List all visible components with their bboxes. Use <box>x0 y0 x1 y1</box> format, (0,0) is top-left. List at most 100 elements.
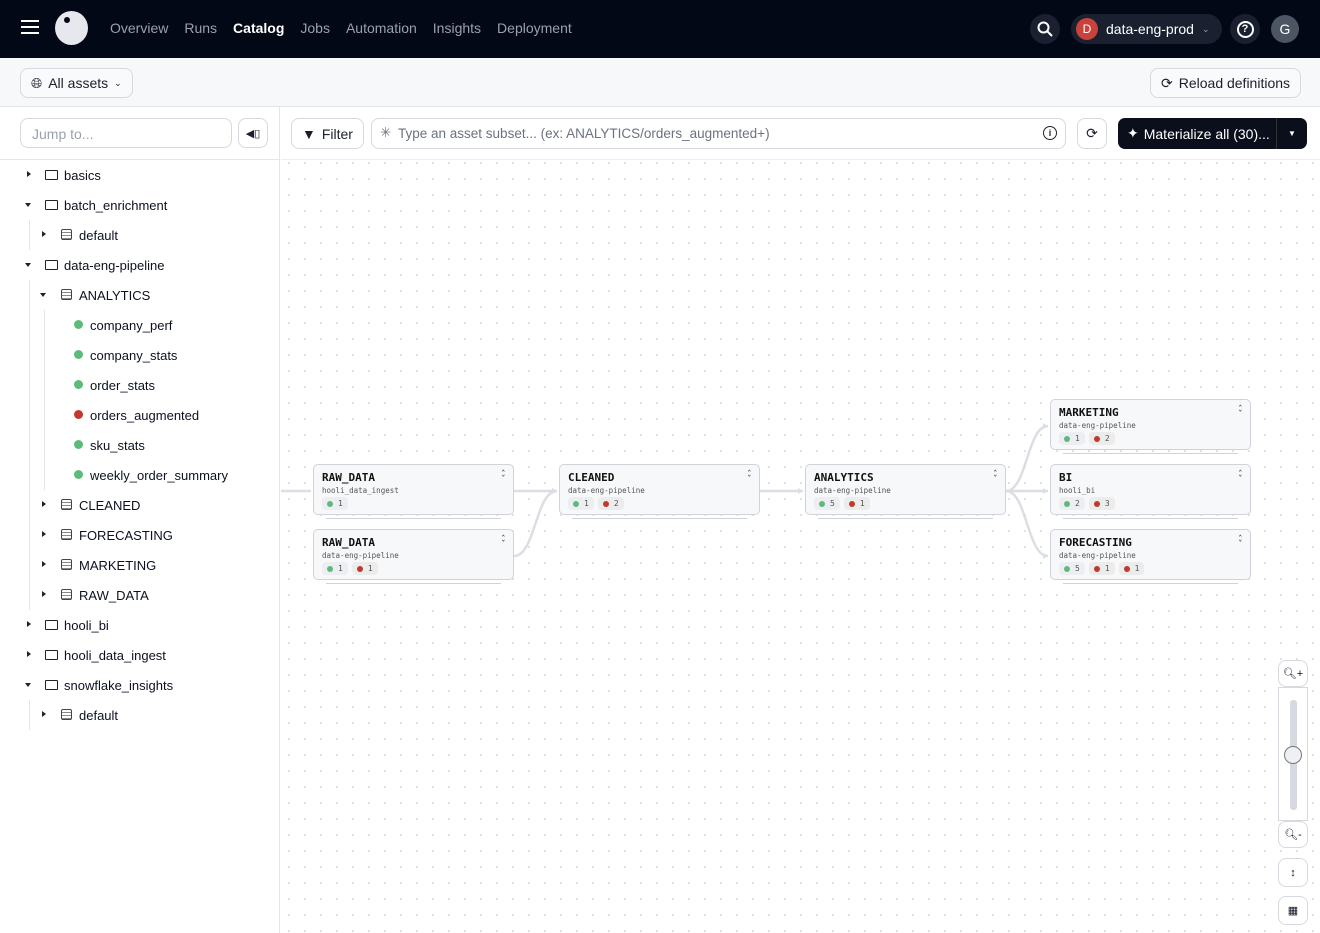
filter-button[interactable]: ▼︎ Filter <box>291 118 364 149</box>
reload-definitions-button[interactable]: ⟳ Reload definitions <box>1150 68 1302 98</box>
schema-icon <box>61 529 72 540</box>
caret-right-icon[interactable] <box>42 711 46 717</box>
node-title: MARKETING <box>1059 406 1119 419</box>
nav-automation[interactable]: Automation <box>345 20 417 36</box>
tree-item[interactable]: snowflake_insights <box>0 670 280 700</box>
arrowhead <box>798 488 803 494</box>
caret-down-icon[interactable] <box>25 683 31 687</box>
caret-right-icon[interactable] <box>27 651 31 657</box>
caret-down-icon[interactable] <box>25 203 31 207</box>
info-icon[interactable]: i <box>1043 126 1057 140</box>
caret-right-icon[interactable] <box>42 591 46 597</box>
count: 5 <box>1075 564 1080 573</box>
schema-icon <box>61 559 72 570</box>
tree-item[interactable]: ANALYTICS <box>0 280 280 310</box>
user-avatar[interactable]: G <box>1271 15 1299 43</box>
count: 3 <box>1104 499 1110 508</box>
caret-right-icon[interactable] <box>27 171 31 177</box>
zoom-slider[interactable] <box>1278 687 1308 821</box>
jump-to-input[interactable]: Jump to... <box>20 118 232 148</box>
status-dot-icon <box>1093 565 1100 572</box>
tree-guide <box>29 310 30 340</box>
graph-edge <box>1005 489 1049 558</box>
tree-item[interactable]: company_perf <box>0 310 280 340</box>
tree-item[interactable]: batch_enrichment <box>0 190 280 220</box>
status-count-badge: 1 <box>322 497 348 510</box>
count: 1 <box>1104 564 1110 573</box>
tree-item[interactable]: order_stats <box>0 370 280 400</box>
tree-item[interactable]: default <box>0 220 280 250</box>
status-dot-icon <box>819 500 825 507</box>
status-dot-icon <box>74 320 83 329</box>
node-title: FORECASTING <box>1059 536 1132 549</box>
asset-selection-input[interactable]: ✳ Type an asset subset... (ex: ANALYTICS/… <box>371 118 1066 149</box>
caret-down-icon[interactable] <box>25 263 31 267</box>
count: 1 <box>1134 564 1140 573</box>
sub-toolbar: 🌐︎ All assets ⌄ ⟳ Reload definitions <box>0 58 1320 107</box>
tree-item[interactable]: MARKETING <box>0 550 280 580</box>
asset-tree: basics batch_enrichment default data-eng-pi… <box>0 160 280 730</box>
caret-down-icon[interactable] <box>40 293 46 297</box>
chevron-down-icon: ⌄ <box>114 77 122 88</box>
expand-collapse-button[interactable]: ↕ <box>1278 858 1308 887</box>
hamburger-menu-icon[interactable] <box>21 20 39 34</box>
collapse-sidebar-button[interactable]: ◀▯ <box>238 118 268 148</box>
tree-item[interactable]: FORECASTING <box>0 520 280 550</box>
zoom-in-button[interactable]: 🔍︎+ <box>1278 660 1308 687</box>
caret-right-icon[interactable] <box>42 531 46 537</box>
materialize-all-button[interactable]: ✦ Materialize all (30)... ▼ <box>1118 118 1307 149</box>
status-count-badge: 1 <box>351 562 378 575</box>
asset-scope-dropdown[interactable]: 🌐︎ All assets ⌄ <box>20 68 133 98</box>
asset-group-node[interactable]: RAW_DATA data-eng-pipeline ˆ ˇ 1 1 <box>313 529 514 584</box>
tree-item[interactable]: basics <box>0 160 280 190</box>
tree-item[interactable]: RAW_DATA <box>0 580 280 610</box>
tree-item[interactable]: company_stats <box>0 340 280 370</box>
zoom-in-icon: 🔍︎+ <box>1282 668 1304 680</box>
nav-overview[interactable]: Overview <box>110 20 169 36</box>
asset-graph-canvas[interactable] <box>281 107 1320 933</box>
zoom-out-button[interactable]: 🔍︎- <box>1278 821 1308 848</box>
nav-catalog[interactable]: Catalog <box>233 20 285 36</box>
tree-item[interactable]: orders_augmented <box>0 400 280 430</box>
materialize-options-dropdown[interactable]: ▼ <box>1276 118 1307 149</box>
asset-group-node[interactable]: MARKETING data-eng-pipeline ˆ ˇ 1 2 <box>1050 399 1251 454</box>
tree-item[interactable]: hooli_data_ingest <box>0 640 280 670</box>
caret-right-icon[interactable] <box>42 561 46 567</box>
search-button[interactable] <box>1030 14 1060 44</box>
tree-item[interactable]: default <box>0 700 280 730</box>
caret-right-icon[interactable] <box>42 231 46 237</box>
tree-label: batch_enrichment <box>64 197 168 213</box>
caret-right-icon[interactable] <box>42 501 46 507</box>
refresh-button[interactable]: ⟳ <box>1077 118 1107 149</box>
status-count-badge: 3 <box>1088 497 1115 510</box>
tree-item[interactable]: sku_stats <box>0 430 280 460</box>
asset-group-node[interactable]: ANALYTICS data-eng-pipeline ˆ ˇ 5 1 <box>805 464 1006 519</box>
asset-group-node[interactable]: RAW_DATA hooli_data_ingest ˆ ˇ 1 <box>313 464 514 519</box>
caret-right-icon[interactable] <box>27 621 31 627</box>
tree-item[interactable]: weekly_order_summary <box>0 460 280 490</box>
nav-insights[interactable]: Insights <box>432 20 482 36</box>
tree-label: RAW_DATA <box>79 587 149 603</box>
help-button[interactable]: ? <box>1230 14 1260 44</box>
layout-button[interactable]: ▦ <box>1278 896 1308 925</box>
tree-item[interactable]: data-eng-pipeline <box>0 250 280 280</box>
asset-group-node[interactable]: FORECASTING data-eng-pipeline ˆ ˇ 5 1 1 <box>1050 529 1251 584</box>
nav-jobs[interactable]: Jobs <box>300 20 330 36</box>
asset-group-node[interactable]: CLEANED data-eng-pipeline ˆ ˇ 1 2 <box>559 464 760 519</box>
zoom-handle[interactable] <box>1284 746 1302 764</box>
nav-runs[interactable]: Runs <box>184 20 218 36</box>
status-dot-icon <box>327 500 333 507</box>
tree-item[interactable]: CLEANED <box>0 490 280 520</box>
dagster-logo[interactable] <box>55 11 88 45</box>
asset-group-node[interactable]: BI hooli_bi ˆ ˇ 2 3 <box>1050 464 1251 519</box>
nav-deployment[interactable]: Deployment <box>497 20 572 36</box>
tree-item[interactable]: hooli_bi <box>0 610 280 640</box>
